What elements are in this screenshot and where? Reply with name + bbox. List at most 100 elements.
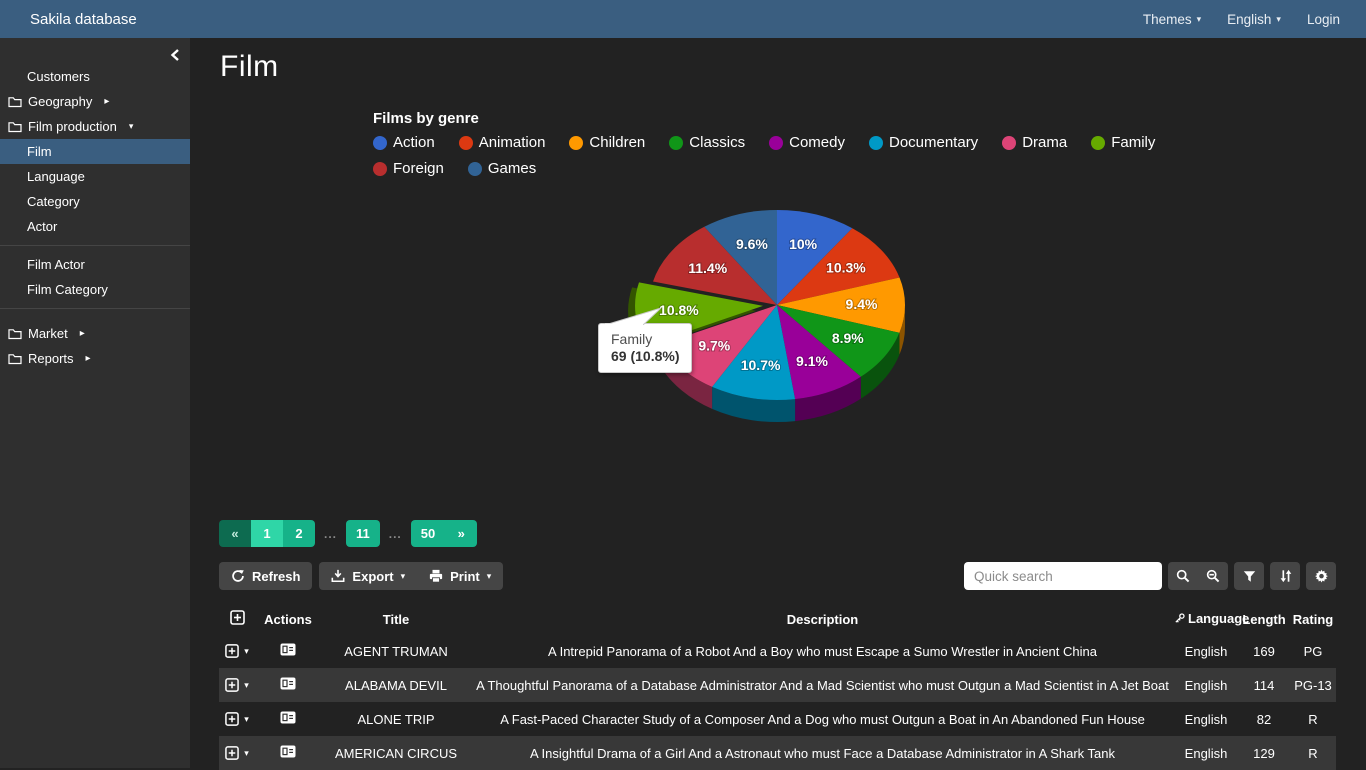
legend-item-drama[interactable]: Drama	[1002, 134, 1067, 151]
sidebar-item-actor[interactable]: Actor	[0, 214, 190, 239]
nav-language-dropdown[interactable]: English ▾	[1227, 12, 1281, 27]
row-detail-button[interactable]	[280, 643, 296, 656]
brand[interactable]: Sakila database	[30, 11, 137, 28]
legend-item-action[interactable]: Action	[373, 134, 435, 151]
folder-icon	[8, 121, 22, 133]
row-expand-button[interactable]	[225, 678, 239, 692]
table-row[interactable]: ▾ AMERICAN CIRCUS A Insightful Drama of …	[219, 736, 1336, 770]
search-reset-button[interactable]	[1198, 562, 1228, 590]
page-title: Film	[220, 50, 279, 84]
toolbar-right	[964, 562, 1336, 590]
sidebar-item-film-category[interactable]: Film Category	[0, 277, 190, 302]
table-row[interactable]: ▾ AGENT TRUMAN A Intrepid Panorama of a …	[219, 634, 1336, 668]
plus-square-icon	[225, 746, 239, 760]
legend-item-animation[interactable]: Animation	[459, 134, 546, 151]
row-expand-button[interactable]	[225, 712, 239, 726]
sidebar-item-film[interactable]: Film	[0, 139, 190, 164]
caret-right-icon: ▸	[80, 328, 85, 339]
pagination-page-50[interactable]: 50	[411, 520, 445, 547]
sidebar-item-film-production[interactable]: Film production ▾	[0, 114, 190, 139]
pagination-page-11[interactable]: 11	[346, 520, 380, 547]
nav-login-link[interactable]: Login	[1307, 12, 1340, 27]
toolbar-left: Refresh Export ▾ Print ▾	[219, 562, 503, 590]
pie-slice-label: 10%	[789, 236, 818, 252]
export-button[interactable]: Export ▾	[319, 562, 417, 590]
table-row[interactable]: ▾ ALONE TRIP A Fast-Paced Character Stud…	[219, 702, 1336, 736]
sidebar-item-reports[interactable]: Reports ▸	[0, 346, 190, 371]
column-header-language[interactable]: Language	[1174, 604, 1238, 634]
pagination-prev-button[interactable]: «	[219, 520, 251, 547]
column-header-title[interactable]: Title	[321, 604, 471, 634]
legend-dot	[373, 136, 387, 150]
legend-item-classics[interactable]: Classics	[669, 134, 745, 151]
legend-dot	[468, 162, 482, 176]
caret-right-icon: ▸	[104, 96, 109, 107]
sidebar-collapse-button[interactable]	[166, 46, 184, 64]
export-print-group: Export ▾ Print ▾	[319, 562, 503, 590]
cell-language: English	[1174, 736, 1238, 770]
caret-down-icon[interactable]: ▾	[244, 748, 249, 759]
legend-item-foreign[interactable]: Foreign	[373, 160, 444, 177]
films-table: Actions Title Description Language Lengt…	[219, 604, 1336, 770]
cell-rating: PG-13	[1290, 668, 1336, 702]
tooltip-value: 69 (10.8%)	[611, 348, 679, 364]
search-button[interactable]	[1168, 562, 1198, 590]
cell-description: A Fast-Paced Character Study of a Compos…	[471, 702, 1174, 736]
expand-all-header[interactable]	[219, 604, 255, 634]
column-header-rating[interactable]: Rating	[1290, 604, 1336, 634]
caret-down-icon[interactable]: ▾	[244, 646, 249, 657]
table-row[interactable]: ▾ ALABAMA DEVIL A Thoughtful Panorama of…	[219, 668, 1336, 702]
column-header-description[interactable]: Description	[471, 604, 1174, 634]
sidebar-item-market[interactable]: Market ▸	[0, 321, 190, 346]
legend-item-games[interactable]: Games	[468, 160, 536, 177]
legend-dot	[373, 162, 387, 176]
legend-item-documentary[interactable]: Documentary	[869, 134, 978, 151]
sidebar-item-customers[interactable]: Customers	[0, 64, 190, 89]
sidebar-item-language[interactable]: Language	[0, 164, 190, 189]
column-header-length[interactable]: Length	[1238, 604, 1290, 634]
row-detail-button[interactable]	[280, 711, 296, 724]
row-detail-button[interactable]	[280, 677, 296, 690]
cell-title: AMERICAN CIRCUS	[321, 736, 471, 770]
cell-description: A Insightful Drama of a Girl And a Astro…	[471, 736, 1174, 770]
nav-themes-dropdown[interactable]: Themes ▾	[1143, 12, 1201, 27]
plus-square-icon	[230, 610, 245, 625]
legend-dot	[1002, 136, 1016, 150]
row-expand-button[interactable]	[225, 644, 239, 658]
sidebar: Customers Geography ▸ Film production ▾ …	[0, 38, 190, 768]
caret-down-icon: ▾	[401, 571, 406, 582]
row-expand-button[interactable]	[225, 746, 239, 760]
pagination-page-2[interactable]: 2	[283, 520, 315, 547]
legend-dot	[669, 136, 683, 150]
caret-down-icon[interactable]: ▾	[244, 714, 249, 725]
settings-button[interactable]	[1306, 562, 1336, 590]
caret-right-icon: ▸	[86, 353, 91, 364]
sidebar-item-category[interactable]: Category	[0, 189, 190, 214]
legend-item-comedy[interactable]: Comedy	[769, 134, 845, 151]
sort-button[interactable]	[1270, 562, 1300, 590]
pagination-group-last: 50 »	[411, 520, 477, 547]
sidebar-item-film-actor[interactable]: Film Actor	[0, 252, 190, 277]
sidebar-item-geography[interactable]: Geography ▸	[0, 89, 190, 114]
pagination-ellipsis: ...	[389, 527, 402, 541]
pie-slice-label: 11.4%	[688, 260, 727, 276]
legend-item-children[interactable]: Children	[569, 134, 645, 151]
tooltip-label: Family	[611, 331, 679, 347]
pagination-page-1[interactable]: 1	[251, 520, 283, 547]
filter-button[interactable]	[1234, 562, 1264, 590]
refresh-button[interactable]: Refresh	[219, 562, 312, 590]
folder-icon	[8, 96, 22, 108]
legend-item-family[interactable]: Family	[1091, 134, 1155, 151]
caret-down-icon: ▾	[129, 121, 134, 132]
cell-length: 114	[1238, 668, 1290, 702]
table-header-row: Actions Title Description Language Lengt…	[219, 604, 1336, 634]
search-minus-icon	[1206, 569, 1220, 583]
print-button[interactable]: Print ▾	[417, 562, 503, 590]
pagination-next-button[interactable]: »	[445, 520, 477, 547]
column-header-actions: Actions	[255, 604, 321, 634]
pie-slice-label: 10.3%	[826, 259, 866, 275]
row-detail-button[interactable]	[280, 745, 296, 758]
sort-icon	[1279, 569, 1292, 583]
search-input[interactable]	[964, 562, 1162, 590]
caret-down-icon[interactable]: ▾	[244, 680, 249, 691]
